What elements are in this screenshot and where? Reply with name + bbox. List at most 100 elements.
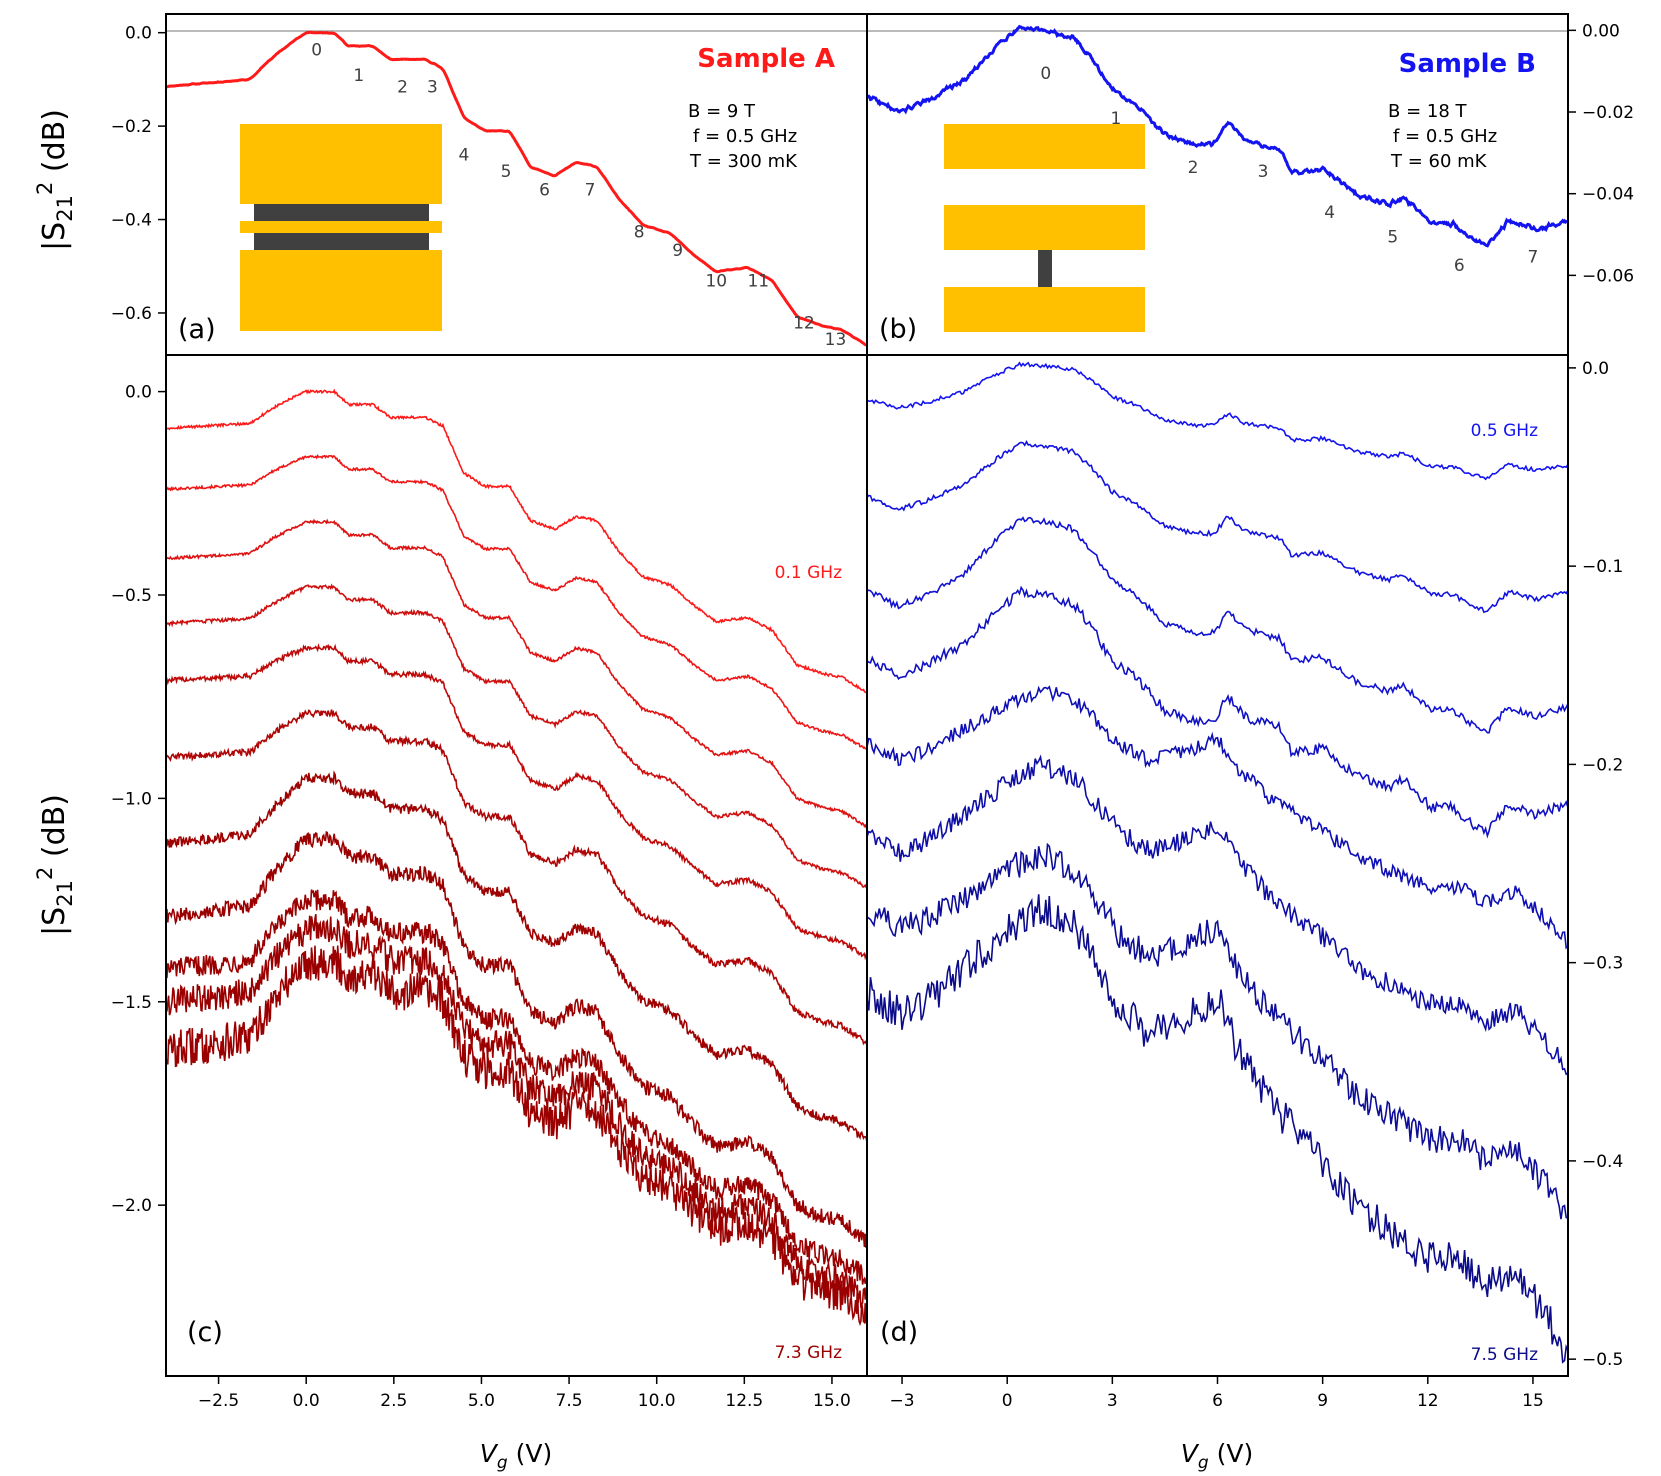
panel-label-b: (b) bbox=[879, 314, 917, 345]
plateau-label-a-5: 5 bbox=[501, 162, 512, 182]
sample-b-param-t: T = 60 mK bbox=[1390, 151, 1488, 172]
panel-c-xtick-label-4: 7.5 bbox=[556, 1391, 583, 1411]
panel-d-curves bbox=[867, 361, 1568, 1364]
plateau-label-a-1: 1 bbox=[353, 66, 364, 86]
panel-c-xtick-label-5: 10.0 bbox=[638, 1391, 676, 1411]
plateau-label-b-7: 7 bbox=[1527, 248, 1538, 268]
panel-d-xtick-label-4: 9 bbox=[1317, 1391, 1328, 1411]
plateau-label-b-3: 3 bbox=[1258, 162, 1269, 182]
plateau-label-a-7: 7 bbox=[585, 181, 596, 201]
curve-c-series-10 bbox=[166, 913, 867, 1308]
axes-frame-d bbox=[866, 354, 1569, 1377]
curve-a-sample-a bbox=[166, 30, 867, 347]
panel-b-ytick-label-1: −0.02 bbox=[1582, 103, 1634, 123]
panel-c-ytick-label-1: −0.5 bbox=[111, 586, 152, 606]
panel-b-curves bbox=[867, 24, 1568, 248]
panel-c-curves bbox=[166, 388, 867, 1327]
plateau-label-a-10: 10 bbox=[705, 272, 727, 292]
panel-a-ytick-label-1: −0.2 bbox=[111, 117, 152, 137]
panel-label-a: (a) bbox=[178, 314, 216, 345]
sample-a-param-f: f = 0.5 GHz bbox=[693, 126, 797, 147]
panel-c-xtick-label-2: 2.5 bbox=[380, 1391, 407, 1411]
schematic-a-bottom-electrode bbox=[240, 250, 442, 331]
curve-c-series-2 bbox=[166, 454, 867, 750]
panel-d-xtick-label-5: 12 bbox=[1417, 1391, 1439, 1411]
panel-b-ytick-label-0: 0.00 bbox=[1582, 21, 1620, 41]
panel-c-xtick-label-6: 12.5 bbox=[725, 1391, 763, 1411]
panel-c-ytick-label-0: 0.0 bbox=[125, 383, 152, 403]
curve-c-series-11 bbox=[166, 945, 867, 1327]
schematic-a-middle-electrode bbox=[240, 221, 442, 233]
panel-b-ytick-label-2: −0.04 bbox=[1582, 185, 1634, 205]
panel-c-ytick-label-2: −1.0 bbox=[111, 789, 152, 809]
panel-d-xtick-label-6: 15 bbox=[1522, 1391, 1544, 1411]
schematic-b-dark-link bbox=[1038, 250, 1052, 287]
curve-c-series-7 bbox=[166, 770, 867, 1143]
panel-d-xtick-label-0: −3 bbox=[890, 1391, 915, 1411]
curve-c-series-8 bbox=[166, 830, 867, 1249]
schematic-b-bottom-electrode bbox=[944, 287, 1145, 332]
plateau-label-a-11: 11 bbox=[747, 272, 769, 292]
panel-d-xtick-label-2: 3 bbox=[1107, 1391, 1118, 1411]
curve-c-series-4 bbox=[166, 583, 867, 889]
axis-ticks: 0.0 −0.2 −0.4 −0.6 0.00 −0.02 −0.04 −0.06 0.0 −0.… bbox=[111, 21, 1634, 1411]
panel-a-curves bbox=[166, 30, 867, 347]
panel-a-ytick-label-3: −0.6 bbox=[111, 304, 152, 324]
plateau-label-b-2: 2 bbox=[1188, 158, 1199, 178]
plateau-label-a-4: 4 bbox=[458, 146, 469, 166]
plateau-label-b-1: 1 bbox=[1110, 109, 1121, 129]
panel-d-ytick-label-3: −0.3 bbox=[1582, 954, 1623, 974]
curve-d-series-5 bbox=[867, 685, 1568, 950]
x-axis-label-right: Vg (V) bbox=[1181, 1439, 1253, 1473]
curve-d-series-8 bbox=[867, 894, 1568, 1364]
freq-label-d-top: 0.5 GHz bbox=[1471, 421, 1538, 441]
plateau-label-a-9: 9 bbox=[672, 241, 683, 261]
freq-label-d-bottom: 7.5 GHz bbox=[1471, 1345, 1538, 1365]
panel-a-ytick-label-2: −0.4 bbox=[111, 211, 152, 231]
panel-c-ytick-label-3: −1.5 bbox=[111, 993, 152, 1013]
curve-d-series-7 bbox=[867, 842, 1568, 1220]
schematic-a-upper-dark-bar bbox=[254, 204, 429, 221]
schematic-a-top-electrode bbox=[240, 124, 442, 204]
panel-c-xtick-label-0: −2.5 bbox=[198, 1391, 239, 1411]
panel-a-ytick-label-0: 0.0 bbox=[125, 24, 152, 44]
plateau-label-a-3: 3 bbox=[427, 78, 438, 98]
sample-a-param-t: T = 300 mK bbox=[689, 151, 798, 172]
curve-d-series-3 bbox=[867, 516, 1568, 734]
sample-a-param-b: B = 9 T bbox=[688, 101, 756, 122]
x-axis-label-left: Vg (V) bbox=[480, 1439, 552, 1473]
panel-label-c: (c) bbox=[187, 1317, 223, 1348]
y-axis-label-bottom: |S212 (dB) bbox=[33, 794, 77, 936]
plateau-label-b-4: 4 bbox=[1324, 203, 1335, 223]
panel-d-ytick-label-2: −0.2 bbox=[1582, 755, 1623, 775]
plateau-label-b-5: 5 bbox=[1387, 227, 1398, 247]
plateau-label-a-2: 2 bbox=[397, 78, 408, 98]
curve-c-series-3 bbox=[166, 518, 867, 829]
curve-c-series-6 bbox=[166, 709, 867, 1046]
schematic-b-top-electrode bbox=[944, 124, 1145, 169]
sample-b-param-f: f = 0.5 GHz bbox=[1393, 126, 1497, 147]
panel-b-ytick-label-3: −0.06 bbox=[1582, 266, 1634, 286]
curve-d-series-2 bbox=[867, 439, 1568, 614]
device-schematic-a bbox=[240, 124, 442, 331]
panel-c-xtick-label-3: 5.0 bbox=[468, 1391, 495, 1411]
sample-a-title: Sample A bbox=[697, 44, 835, 74]
curve-d-series-6 bbox=[867, 754, 1568, 1076]
plateau-label-a-0: 0 bbox=[311, 40, 322, 60]
panel-d-ytick-label-5: −0.5 bbox=[1582, 1350, 1623, 1370]
plateau-label-a-12: 12 bbox=[793, 314, 815, 334]
plateau-label-a-6: 6 bbox=[539, 181, 550, 201]
panel-label-d: (d) bbox=[880, 1317, 918, 1348]
device-schematic-b bbox=[944, 124, 1145, 332]
schematic-b-middle-electrode bbox=[944, 205, 1145, 250]
panel-d-ytick-label-1: −0.1 bbox=[1582, 557, 1623, 577]
sample-b-param-b: B = 18 T bbox=[1388, 101, 1468, 122]
panel-d-xtick-label-3: 6 bbox=[1212, 1391, 1223, 1411]
curve-d-series-4 bbox=[867, 585, 1568, 839]
panel-d-ytick-label-4: −0.4 bbox=[1582, 1152, 1623, 1172]
freq-label-c-bottom: 7.3 GHz bbox=[775, 1343, 842, 1363]
plateau-label-b-6: 6 bbox=[1454, 256, 1465, 276]
curve-c-series-1 bbox=[166, 388, 867, 694]
